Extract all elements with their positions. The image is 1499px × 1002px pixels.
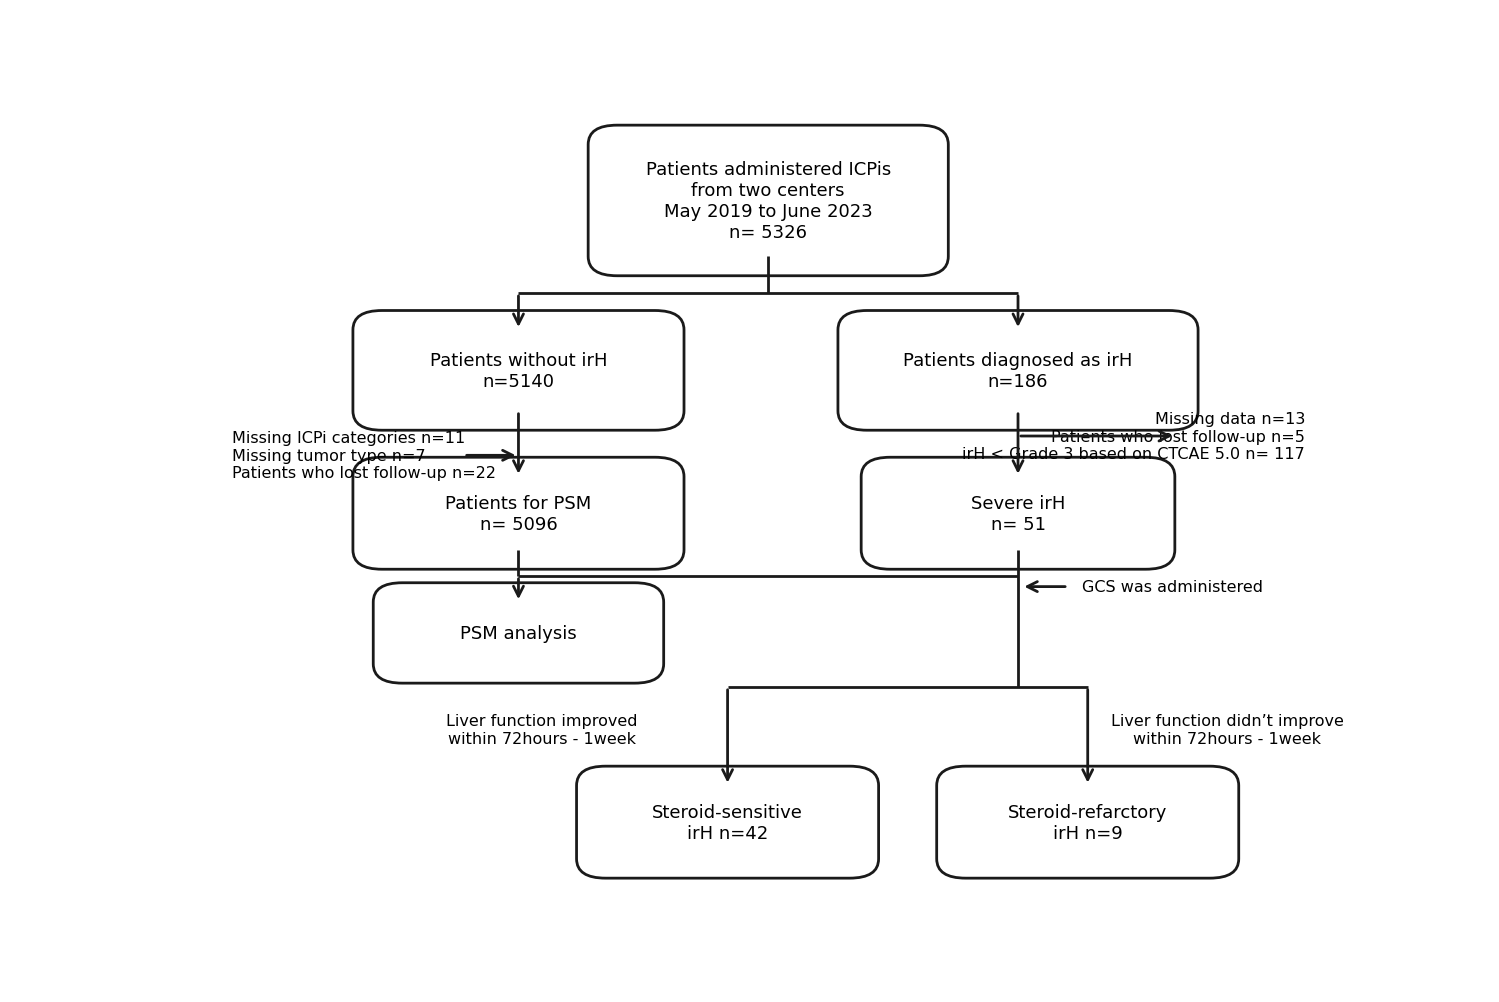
Text: Liver function didn’t improve
within 72hours - 1week: Liver function didn’t improve within 72h… xyxy=(1111,713,1343,745)
Text: PSM analysis: PSM analysis xyxy=(460,624,577,642)
Text: Patients without irH
n=5140: Patients without irH n=5140 xyxy=(430,352,607,391)
FancyBboxPatch shape xyxy=(352,312,684,431)
Text: Missing data n=13
Patients who lost follow-up n=5
irH < Grade 3 based on CTCAE 5: Missing data n=13 Patients who lost foll… xyxy=(962,412,1306,462)
FancyBboxPatch shape xyxy=(860,458,1175,570)
Text: Patients for PSM
n= 5096: Patients for PSM n= 5096 xyxy=(445,494,592,533)
Text: Liver function improved
within 72hours - 1week: Liver function improved within 72hours -… xyxy=(445,713,637,745)
FancyBboxPatch shape xyxy=(937,767,1238,879)
Text: Steroid-sensitive
irH n=42: Steroid-sensitive irH n=42 xyxy=(652,803,803,842)
Text: GCS was administered: GCS was administered xyxy=(1082,579,1262,594)
FancyBboxPatch shape xyxy=(373,583,664,683)
Text: Missing ICPi categories n=11
Missing tumor type n=7
Patients who lost follow-up : Missing ICPi categories n=11 Missing tum… xyxy=(231,431,496,481)
Text: Patients diagnosed as irH
n=186: Patients diagnosed as irH n=186 xyxy=(904,352,1133,391)
FancyBboxPatch shape xyxy=(577,767,878,879)
Text: Patients administered ICPis
from two centers
May 2019 to June 2023
n= 5326: Patients administered ICPis from two cen… xyxy=(646,161,890,241)
FancyBboxPatch shape xyxy=(352,458,684,570)
Text: Steroid-refarctory
irH n=9: Steroid-refarctory irH n=9 xyxy=(1007,803,1168,842)
FancyBboxPatch shape xyxy=(588,126,949,277)
Text: Severe irH
n= 51: Severe irH n= 51 xyxy=(971,494,1066,533)
FancyBboxPatch shape xyxy=(838,312,1198,431)
